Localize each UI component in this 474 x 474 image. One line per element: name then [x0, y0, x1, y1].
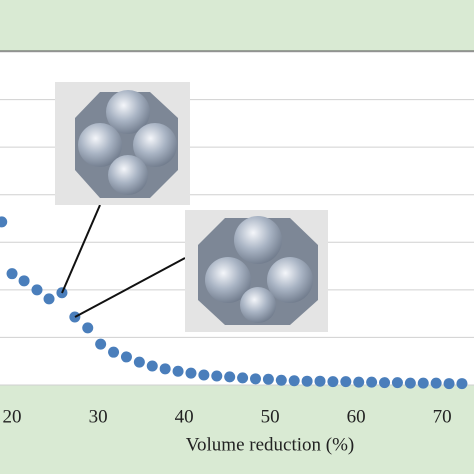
- point: [43, 293, 55, 305]
- point: [172, 365, 184, 377]
- point: [379, 377, 391, 389]
- point: [18, 275, 30, 287]
- point: [366, 376, 378, 388]
- point: [275, 374, 287, 386]
- point: [262, 373, 274, 385]
- point: [95, 338, 107, 350]
- point: [224, 371, 236, 383]
- point: [443, 378, 455, 390]
- x-tick-label: 50: [261, 406, 280, 427]
- point: [211, 370, 223, 382]
- point: [417, 377, 429, 389]
- point: [353, 376, 365, 388]
- point: [430, 377, 442, 389]
- point: [159, 363, 171, 375]
- point: [120, 351, 132, 363]
- point: [249, 373, 261, 385]
- point: [314, 375, 326, 387]
- x-tick-label: 30: [89, 406, 108, 427]
- x-tick-label: 20: [3, 406, 22, 427]
- point: [404, 377, 416, 389]
- point: [108, 346, 120, 358]
- point: [146, 360, 158, 372]
- point: [69, 311, 81, 323]
- point: [340, 376, 352, 388]
- point: [456, 378, 468, 390]
- point: [31, 284, 43, 296]
- x-tick-label: 70: [433, 406, 452, 427]
- point: [391, 377, 403, 389]
- point: [185, 367, 197, 379]
- inset-2: [74, 210, 328, 332]
- point: [82, 322, 94, 334]
- inset-1: [55, 82, 190, 294]
- x-tick-label: 60: [347, 406, 366, 427]
- point: [327, 376, 339, 388]
- x-tick-label: 40: [175, 406, 194, 427]
- bottom-band: [0, 385, 474, 474]
- point: [0, 216, 8, 228]
- point: [237, 372, 249, 384]
- point: [288, 375, 300, 387]
- point: [133, 356, 145, 368]
- top-band: [0, 0, 474, 52]
- point: [6, 268, 18, 280]
- point: [301, 375, 313, 387]
- point: [198, 369, 210, 381]
- x-axis-label: Volume reduction (%): [186, 434, 355, 455]
